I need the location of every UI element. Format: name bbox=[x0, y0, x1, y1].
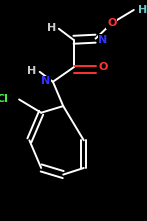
Text: N: N bbox=[98, 35, 108, 45]
Text: H: H bbox=[27, 66, 37, 76]
Text: O: O bbox=[107, 18, 116, 28]
Text: N: N bbox=[41, 76, 50, 86]
Text: Cl: Cl bbox=[0, 94, 9, 105]
Text: H: H bbox=[47, 23, 56, 33]
Text: H: H bbox=[138, 5, 147, 15]
Text: O: O bbox=[98, 62, 108, 72]
